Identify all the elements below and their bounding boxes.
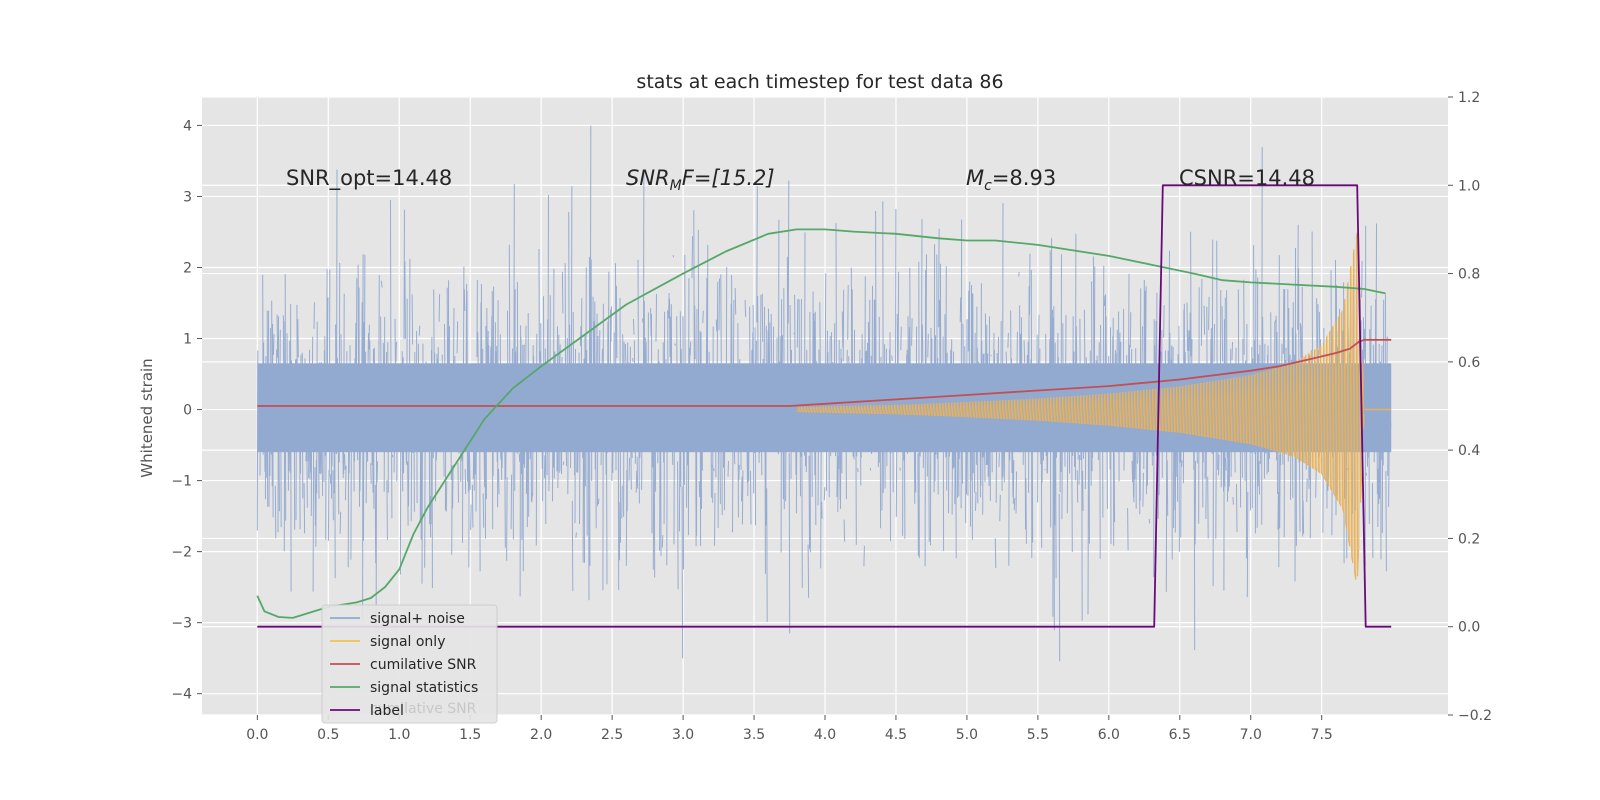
annotation-snr-mf-main: SNR bbox=[626, 166, 670, 190]
annotation-mc-rest: =8.93 bbox=[992, 166, 1056, 190]
annotation-mc-sub: c bbox=[984, 178, 992, 194]
chart-title: stats at each timestep for test data 86 bbox=[636, 71, 1003, 93]
annotation-snr-mf: SNRMF=[15.2] bbox=[626, 166, 775, 194]
x-tick-label: 6.0 bbox=[1098, 727, 1120, 743]
x-tick-label: 5.0 bbox=[956, 727, 978, 743]
x-tick-label: 2.0 bbox=[530, 727, 552, 743]
y-tick-label: −1 bbox=[171, 474, 192, 490]
signal-only-series bbox=[796, 232, 1392, 580]
legend-label: label bbox=[370, 703, 404, 719]
x-tick-label: 2.5 bbox=[601, 727, 623, 743]
legend-label: signal+ noise bbox=[370, 611, 465, 627]
annotation-mc-main: M bbox=[966, 166, 984, 190]
x-tick-label: 3.5 bbox=[743, 727, 765, 743]
y2-tick-label: 0.4 bbox=[1458, 443, 1480, 459]
y-tick-label: 3 bbox=[183, 189, 192, 205]
label-line bbox=[257, 184, 1392, 628]
y-tick-label: 4 bbox=[183, 118, 192, 134]
y2-tick-label: 0.6 bbox=[1458, 355, 1480, 371]
cumilative-snr-line bbox=[257, 338, 1392, 407]
x-tick-label: 7.5 bbox=[1311, 727, 1333, 743]
x-tick-label: 1.0 bbox=[388, 727, 410, 743]
annotation-snr-opt: SNR_opt=14.48 bbox=[286, 166, 452, 191]
x-tick-label: 7.0 bbox=[1240, 727, 1262, 743]
y2-tick-label: 0.8 bbox=[1458, 267, 1480, 283]
y-axis-label: Whitened strain bbox=[138, 358, 156, 477]
annotations: SNR_opt=14.48 SNRMF=[15.2] Mc=8.93 CSNR=… bbox=[286, 166, 1315, 194]
x-tick-label: 5.5 bbox=[1027, 727, 1049, 743]
legend-ghost-text: cumilative SNR bbox=[370, 701, 477, 717]
x-tick-label: 1.5 bbox=[459, 727, 481, 743]
x-tick-label: 4.0 bbox=[814, 727, 836, 743]
x-tick-label: 3.0 bbox=[672, 727, 694, 743]
y-tick-label: −2 bbox=[171, 545, 192, 561]
y2-tick-label: 1.0 bbox=[1458, 178, 1480, 194]
signal-statistics-line bbox=[256, 228, 1386, 619]
signal-only-trace bbox=[796, 232, 1365, 580]
series-lines bbox=[256, 184, 1392, 628]
legend-label: signal statistics bbox=[370, 680, 478, 696]
axis-ticks: 0.0 0.5 1.0 1.5 2.0 2.5 3.0 3.5 4.0 4.5 5.0 5.5 6.0 6… bbox=[171, 90, 1492, 743]
x-tick-label: 6.5 bbox=[1169, 727, 1191, 743]
y2-tick-label: 0.2 bbox=[1458, 531, 1480, 547]
x-tick-label: 4.5 bbox=[885, 727, 907, 743]
y-tick-label: −4 bbox=[171, 687, 192, 703]
y-tick-label: 1 bbox=[183, 332, 192, 348]
legend: cumilative SNR signal+ noise signal only cu… bbox=[321, 604, 498, 724]
x-tick-label: 0.5 bbox=[317, 727, 339, 743]
annotation-mc: Mc=8.93 bbox=[966, 166, 1056, 194]
y-tick-label: 2 bbox=[183, 260, 192, 276]
legend-label: signal only bbox=[370, 634, 445, 650]
y2-tick-label: 0.0 bbox=[1458, 620, 1480, 636]
y-tick-label: 0 bbox=[183, 403, 192, 419]
annotation-snr-mf-rest: F=[15.2] bbox=[682, 166, 775, 190]
y2-tick-label: 1.2 bbox=[1458, 90, 1480, 106]
annotation-snr-mf-sub: M bbox=[670, 178, 682, 194]
x-tick-label: 0.0 bbox=[246, 727, 268, 743]
legend-label: cumilative SNR bbox=[370, 657, 477, 673]
annotation-csnr: CSNR=14.48 bbox=[1179, 166, 1315, 190]
signal-noise-core bbox=[257, 363, 1392, 453]
y2-tick-label: −0.2 bbox=[1458, 708, 1492, 724]
y-tick-label: −3 bbox=[171, 616, 192, 632]
legend-box bbox=[321, 604, 498, 724]
